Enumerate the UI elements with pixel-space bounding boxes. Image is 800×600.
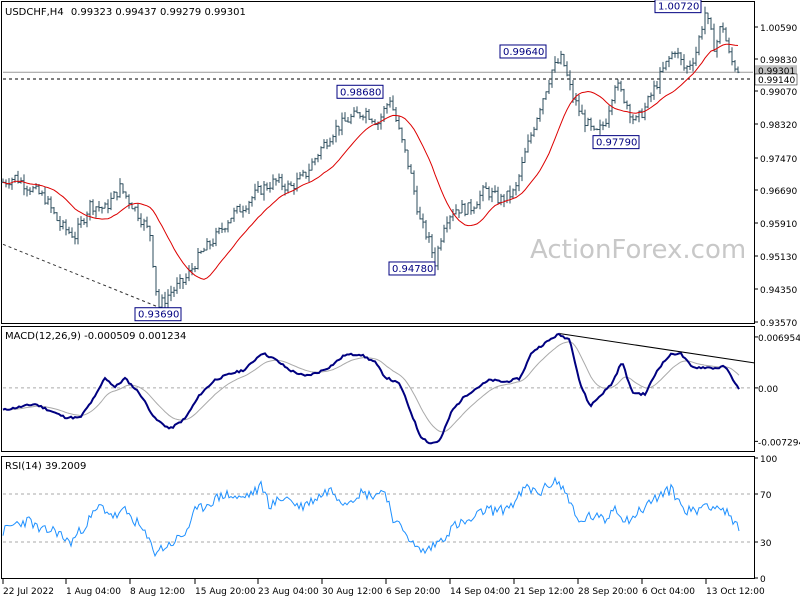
- price-tag: 0.99301: [755, 65, 797, 77]
- macd-panel: [1, 326, 755, 452]
- time-axis-label: 8 Aug 12:00: [130, 587, 185, 597]
- time-axis-label: 30 Aug 12:00: [322, 587, 383, 597]
- annotation-label: 0.99640: [503, 47, 544, 58]
- annotation-label: 1.00720: [658, 2, 699, 13]
- time-axis-label: 14 Sep 04:00: [450, 587, 510, 597]
- price-bars: [1, 6, 740, 311]
- time-axis-label: 28 Sep 20:00: [578, 587, 638, 597]
- ohlc-quote: 0.99323 0.99437 0.99279 0.99301: [71, 7, 246, 18]
- svg-text:0.99301: 0.99301: [758, 67, 795, 77]
- rsi-axis-label: 0: [760, 575, 766, 585]
- rsi-axis-label: 30: [760, 539, 772, 549]
- price-axis-label: 0.97470: [760, 155, 797, 165]
- rsi-panel: [1, 456, 755, 579]
- symbol-label: USDCHF,H4: [5, 7, 64, 18]
- price-annotations: 0.93690 0.98680 0.94780 0.99640 0.97790 1.007…: [134, 0, 702, 322]
- time-axis-label: 6 Sep 20:00: [386, 587, 441, 597]
- annotation-box: [134, 307, 182, 322]
- price-panel: [1, 1, 755, 324]
- annotation-box: [654, 0, 702, 14]
- macd-axis-label: 0.006954: [758, 334, 800, 344]
- time-axis-label: 13 Oct 12:00: [706, 587, 765, 597]
- annotation-box: [336, 84, 384, 99]
- annotation-box: [499, 44, 547, 59]
- price-axis-label: 0.93570: [760, 319, 797, 329]
- price-axis-label: 0.94350: [760, 286, 797, 296]
- macd-trendline: [559, 333, 756, 364]
- support-trendline: [2, 243, 161, 309]
- annotation-label: 0.98680: [340, 87, 381, 98]
- macd-line: [2, 332, 740, 445]
- annotation-label: 0.97790: [596, 138, 637, 149]
- price-axis-label: 1.00590: [760, 24, 797, 34]
- rsi-axis-label: 100: [760, 455, 777, 465]
- annotation-label: 0.93690: [138, 310, 179, 321]
- time-axis-label: 22 Jul 2022: [3, 587, 54, 597]
- moving-average-line: [2, 43, 739, 280]
- annotation-box: [388, 261, 436, 276]
- time-axis-label: 21 Sep 12:00: [514, 587, 574, 597]
- time-axis-label: 6 Oct 04:00: [642, 587, 695, 597]
- price-tag: 0.99140: [754, 73, 798, 86]
- macd-signal-line: [2, 341, 740, 433]
- rsi-line: [2, 476, 740, 558]
- rsi-axis-label: 70: [760, 491, 772, 501]
- time-axis-label: 23 Aug 04:00: [258, 587, 319, 597]
- rsi-title: RSI(14) 39.2009: [5, 461, 86, 472]
- annotation-box: [592, 135, 640, 150]
- price-axis-label: 0.99070: [760, 88, 797, 98]
- price-axis-label: 0.96690: [760, 187, 797, 197]
- macd-axis-label: 0.00: [758, 385, 778, 395]
- price-axis-label: 0.99830: [760, 56, 797, 66]
- annotation-label: 0.94780: [392, 264, 433, 275]
- watermark: ActionForex.com: [530, 235, 746, 265]
- time-axis-label: 1 Aug 04:00: [66, 587, 121, 597]
- time-axis-label: 15 Aug 20:00: [195, 587, 256, 597]
- price-axis-label: 0.95130: [760, 253, 797, 263]
- macd-title: MACD(12,26,9) -0.000509 0.001234: [5, 331, 186, 342]
- macd-axis-label: -0.007294: [758, 438, 800, 448]
- price-header: USDCHF,H4 0.99323 0.99437 0.99279 0.9930…: [5, 7, 246, 18]
- price-axis-label: 0.98320: [760, 121, 797, 131]
- svg-text:0.99140: 0.99140: [758, 76, 795, 86]
- price-axis-label: 0.95910: [760, 220, 797, 230]
